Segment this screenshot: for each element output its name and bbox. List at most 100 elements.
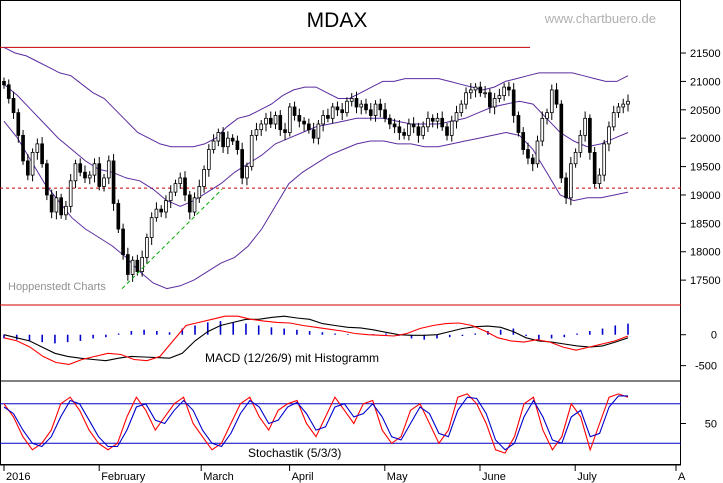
candle-down <box>97 163 102 187</box>
candle-down <box>16 112 21 136</box>
candle-down <box>121 228 125 255</box>
candle-down <box>230 137 235 142</box>
candle-up <box>197 186 202 199</box>
candle-up <box>259 123 264 131</box>
candle-up <box>454 112 459 122</box>
candle-up <box>549 89 554 114</box>
source-label: Hoppenstedt Charts <box>8 281 106 293</box>
candle-up <box>583 117 587 136</box>
candle-up <box>502 86 506 97</box>
stochastic-lines <box>3 393 629 454</box>
candle-up <box>421 126 426 136</box>
candle-down <box>364 103 368 111</box>
candle-up <box>106 160 111 179</box>
candle-up <box>473 86 478 91</box>
candle-up <box>616 106 621 114</box>
candle-down <box>159 208 164 213</box>
stochastic-label-backdrop <box>240 445 352 460</box>
candle-down <box>488 92 492 108</box>
candle-down <box>59 197 63 216</box>
candle-down <box>392 123 397 128</box>
candle-down <box>283 129 287 133</box>
candle-down <box>516 115 521 133</box>
candle-down <box>302 120 306 125</box>
candle-up <box>349 98 354 102</box>
title-backdrop <box>302 6 372 32</box>
candle-up <box>330 106 335 119</box>
candle-down <box>445 126 449 136</box>
candle-down <box>478 86 483 94</box>
candle-up <box>35 143 40 153</box>
candle-up <box>226 137 230 148</box>
candle-down <box>135 259 140 273</box>
candle-up <box>149 217 154 238</box>
candle-up <box>468 89 473 94</box>
price-tick-label: 20500 <box>690 105 721 117</box>
bollinger-line-2 <box>3 120 629 290</box>
candle-down <box>402 132 406 136</box>
candle-up <box>102 177 106 187</box>
candle-down <box>592 151 597 185</box>
candle-down <box>378 103 383 111</box>
candle-up <box>68 180 73 207</box>
price-tick-label: 18000 <box>690 247 721 259</box>
candle-down <box>235 140 240 150</box>
stochastic-axis-ticks: 50 <box>681 419 717 431</box>
candle-up <box>64 205 68 216</box>
candle-up <box>540 117 545 142</box>
candle-up <box>273 115 278 125</box>
candle-up <box>211 140 216 150</box>
candle-down <box>526 149 530 159</box>
candle-down <box>416 126 421 136</box>
candle-up <box>611 112 616 128</box>
candle-down <box>116 203 121 230</box>
candle-down <box>388 117 392 125</box>
candle-down <box>521 132 526 150</box>
candle-down <box>340 109 345 114</box>
macd-axis-ticks: 0 -500 <box>681 330 717 373</box>
macd-tick-label: -500 <box>695 361 717 373</box>
x-tick-label: May <box>387 471 408 483</box>
candle-up <box>492 98 497 108</box>
candle-up <box>30 151 35 176</box>
candle-down <box>554 89 559 105</box>
price-tick-label: 17500 <box>690 275 721 287</box>
candle-up <box>407 123 411 136</box>
candle-up <box>73 163 78 182</box>
candle-up <box>92 163 97 176</box>
macd-lines <box>3 315 629 365</box>
price-axis-ticks: 21500 21000 20500 20000 19500 19000 18500 18000… <box>681 48 721 287</box>
price-tick-label: 19000 <box>690 190 721 202</box>
x-tick-label: July <box>577 471 597 483</box>
candle-down <box>311 129 316 139</box>
candle-up <box>569 163 573 199</box>
candle-up <box>145 237 149 258</box>
candle-up <box>359 103 364 108</box>
candle-down <box>307 123 311 131</box>
candle-down <box>6 84 11 99</box>
candle-up <box>173 183 178 193</box>
stochastic-label: Stochastik (5/3/3) <box>248 446 341 460</box>
x-tick-label: February <box>101 471 146 483</box>
x-tick-label: March <box>203 471 234 483</box>
candle-down <box>507 86 511 91</box>
candle-down <box>221 132 225 148</box>
stochastic-line-1 <box>3 395 628 451</box>
candle-down <box>511 89 516 116</box>
price-tick-label: 21000 <box>690 76 721 88</box>
candle-up <box>178 177 183 185</box>
candle-up <box>130 259 135 275</box>
candle-up <box>206 149 211 170</box>
candle-up <box>578 134 583 153</box>
candle-down <box>78 163 83 173</box>
candle-up <box>483 92 487 95</box>
candle-up <box>245 166 249 179</box>
macd-panel: 0 -500 <box>3 315 717 373</box>
candle-up <box>373 103 378 116</box>
candle-up <box>216 132 221 142</box>
candle-up <box>435 117 440 122</box>
chart-title: MDAX <box>307 9 368 32</box>
x-tick-label: April <box>292 471 314 483</box>
candle-up <box>497 95 502 99</box>
